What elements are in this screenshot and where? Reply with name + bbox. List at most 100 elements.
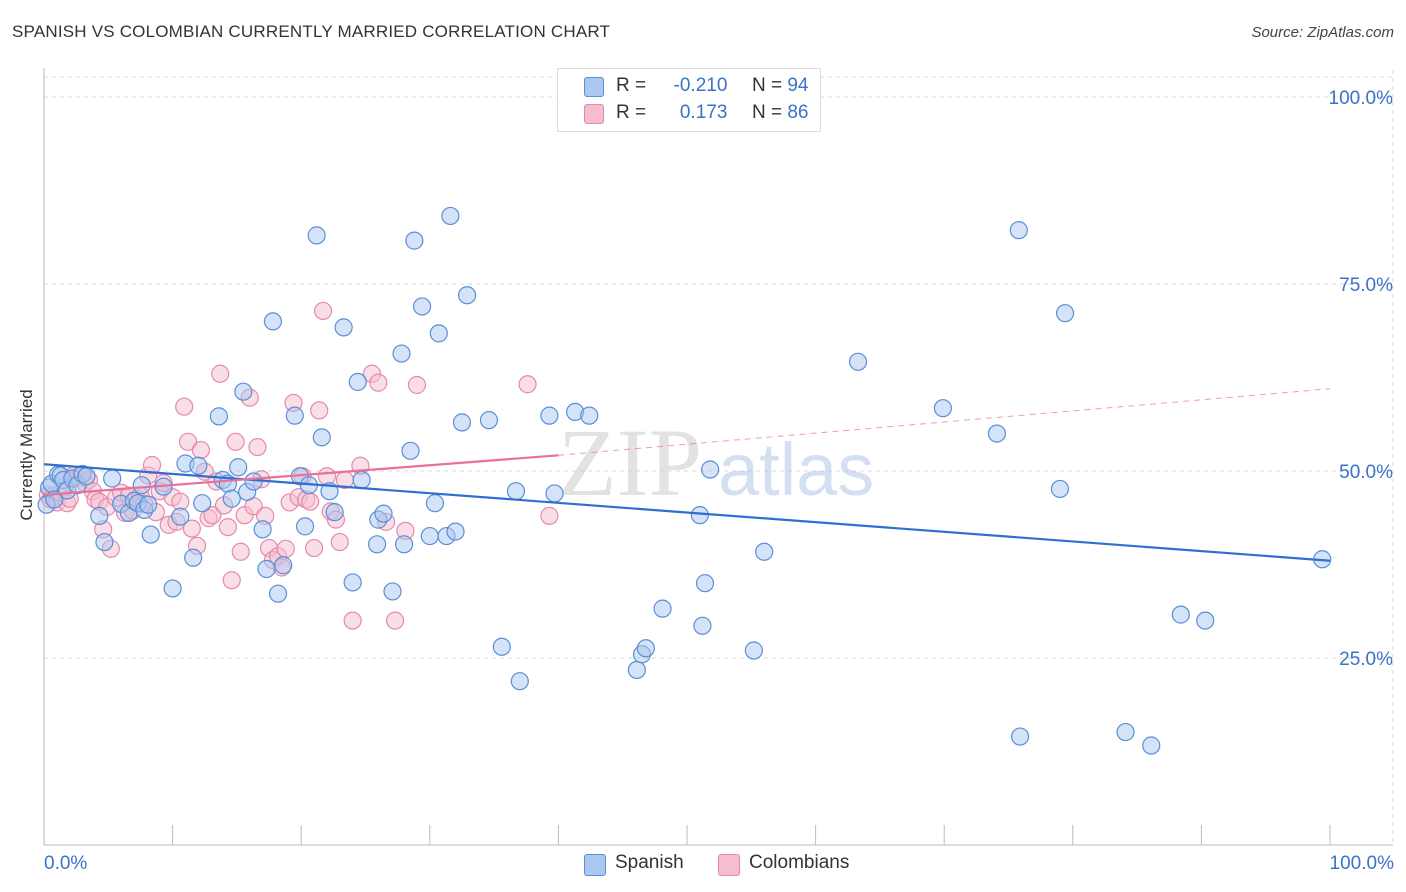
spanish-swatch xyxy=(584,77,604,97)
colombian-point xyxy=(203,506,222,525)
r-label: R = xyxy=(616,75,647,96)
y-tick-label: 75.0% xyxy=(1339,275,1393,296)
spanish-point xyxy=(848,352,868,371)
r-value-colombians: 0.173 xyxy=(679,102,728,123)
colombian-point xyxy=(231,542,250,561)
n-label: N = xyxy=(751,102,783,123)
spanish-point xyxy=(701,460,720,479)
spanish-point xyxy=(510,672,529,691)
spanish-point xyxy=(383,582,402,601)
spanish-point xyxy=(103,469,122,488)
spanish-point xyxy=(1196,611,1215,630)
colombians-swatch xyxy=(584,104,604,124)
spanish-point xyxy=(394,535,414,554)
n-value-spanish: 94 xyxy=(787,75,809,96)
spanish-point xyxy=(343,573,362,592)
legend-label-colombians: Colombians xyxy=(749,852,850,873)
r-label: R = xyxy=(616,102,647,123)
spanish-point xyxy=(274,556,293,575)
colombian-point xyxy=(301,492,320,511)
colombian-point xyxy=(142,455,162,475)
spanish-point xyxy=(352,470,371,490)
spanish-point xyxy=(420,526,439,546)
spanish-point xyxy=(446,522,465,541)
spanish-point xyxy=(189,456,208,475)
colombian-point xyxy=(226,432,245,451)
spanish-point xyxy=(627,660,646,680)
spanish-point xyxy=(334,318,353,337)
series-legend: Spanish Colombians xyxy=(0,852,1406,878)
spanish-point xyxy=(755,542,774,561)
spanish-point xyxy=(184,548,203,567)
source-credit: Source: ZipAtlas.com xyxy=(1251,24,1394,41)
spanish-point xyxy=(987,424,1007,443)
colombian-point xyxy=(222,571,241,590)
spanish-point xyxy=(412,297,432,316)
spanish-point xyxy=(452,413,472,432)
spanish-point xyxy=(392,344,411,363)
colombian-point xyxy=(276,539,295,558)
watermark-atlas: atlas xyxy=(718,428,874,511)
trend-lines xyxy=(43,388,1331,562)
spanish-point xyxy=(405,231,424,250)
colombian-point xyxy=(304,538,324,558)
colombian-point xyxy=(178,432,198,451)
spanish-point xyxy=(695,574,715,593)
colombian-point xyxy=(518,375,537,394)
spanish-point xyxy=(171,507,190,526)
spanish-point xyxy=(295,517,315,536)
legend-label-spanish: Spanish xyxy=(615,852,684,873)
spanish-point xyxy=(132,476,151,495)
spanish-swatch xyxy=(584,854,606,876)
spanish-point xyxy=(222,489,241,508)
spanish-point xyxy=(229,458,248,477)
spanish-point xyxy=(425,494,445,513)
watermark-zip: ZIP xyxy=(558,409,702,516)
spanish-point xyxy=(653,599,672,618)
spanish-point xyxy=(374,504,393,523)
y-tick-label: 100.0% xyxy=(1329,88,1394,109)
zipatlas-watermark: ZIP atlas xyxy=(558,409,874,516)
spanish-point xyxy=(163,579,182,598)
n-value-colombians: 86 xyxy=(787,102,809,123)
spanish-point xyxy=(506,482,526,501)
colombian-point xyxy=(385,611,405,630)
spanish-point xyxy=(285,406,304,425)
spanish-point xyxy=(1055,304,1075,323)
colombian-point xyxy=(343,611,362,630)
colombian-point xyxy=(317,467,337,486)
colombian-point xyxy=(211,364,230,383)
chart-title: SPANISH VS COLOMBIAN CURRENTLY MARRIED C… xyxy=(12,22,611,41)
spanish-point xyxy=(139,495,158,514)
spanish-point xyxy=(263,312,283,331)
spanish-point xyxy=(429,324,448,343)
spanish-point xyxy=(268,584,288,603)
spanish-point xyxy=(540,406,559,425)
colombian-point xyxy=(313,301,333,321)
spanish-point xyxy=(457,286,477,305)
spanish-point xyxy=(690,506,709,525)
colombian-points xyxy=(38,301,559,630)
y-tick-labels: 25.0% 50.0% 75.0% 100.0% xyxy=(1329,88,1394,670)
x-tick-label-max: 100.0% xyxy=(1329,853,1394,874)
colombian-point xyxy=(540,506,559,525)
spanish-point xyxy=(367,535,387,554)
spanish-point xyxy=(401,441,420,460)
colombian-trend-line-extension xyxy=(558,388,1331,456)
spanish-point xyxy=(234,382,253,401)
colombian-point xyxy=(191,440,210,460)
spanish-point xyxy=(1142,736,1161,755)
spanish-point xyxy=(209,407,228,426)
spanish-point xyxy=(77,467,96,486)
x-tick-label-min: 0.0% xyxy=(44,853,88,874)
spanish-point xyxy=(95,532,114,552)
spanish-point xyxy=(253,520,272,539)
colombian-point xyxy=(310,401,329,420)
colombian-point xyxy=(248,437,267,457)
spanish-point xyxy=(636,639,655,658)
spanish-point xyxy=(479,411,499,430)
spanish-point xyxy=(1010,727,1030,746)
spanish-point xyxy=(580,406,599,425)
spanish-point xyxy=(257,559,276,579)
